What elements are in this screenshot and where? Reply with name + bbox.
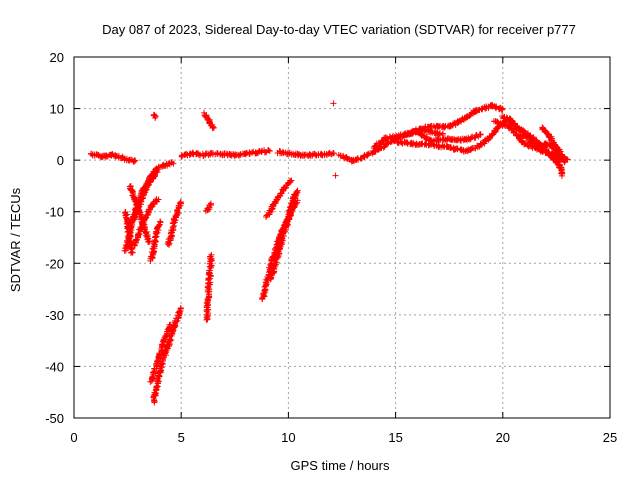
data-point [561, 159, 568, 166]
data-point [288, 177, 295, 184]
y-tick-label: 0 [57, 153, 64, 168]
data-point [155, 196, 162, 203]
data-point [558, 172, 565, 179]
y-tick-label: 10 [50, 102, 64, 117]
data-points [88, 100, 571, 406]
data-point [154, 376, 161, 383]
data-point [152, 114, 159, 121]
data-point [436, 131, 443, 138]
data-point [475, 106, 482, 113]
data-point [454, 145, 461, 152]
tick-labels: 0 5 10 15 20 25 -50 -40 -30 -20 -10 0 10 20 [45, 50, 617, 445]
y-tick-label: -40 [45, 359, 64, 374]
data-point [209, 125, 216, 132]
plot-frame [73, 56, 611, 419]
data-point [177, 304, 184, 311]
data-point [145, 239, 152, 246]
data-point [128, 248, 135, 255]
data-point [477, 131, 484, 138]
data-point [127, 249, 134, 256]
data-point [170, 160, 177, 167]
y-axis-label: SDTVAR / TECUs [8, 187, 23, 292]
data-point [280, 148, 287, 155]
data-point [167, 321, 174, 328]
y-tick-label: -30 [45, 308, 64, 323]
data-point [265, 147, 272, 154]
data-point [177, 198, 184, 205]
data-point [553, 160, 560, 167]
x-tick-label: 5 [178, 430, 185, 445]
data-point [332, 172, 339, 179]
y-tick-label: -10 [45, 205, 64, 220]
data-point [294, 187, 301, 194]
data-point [266, 147, 273, 154]
data-point [270, 269, 277, 276]
x-tick-label: 20 [496, 430, 510, 445]
y-tick-label: -20 [45, 256, 64, 271]
data-point [157, 218, 164, 225]
data-point [132, 157, 139, 164]
data-point [547, 137, 554, 144]
data-point [293, 188, 300, 195]
x-tick-label: 10 [281, 430, 295, 445]
chart-title: Day 087 of 2023, Sidereal Day-to-day VTE… [102, 22, 576, 37]
data-point [227, 152, 234, 159]
y-tick-label: 20 [50, 50, 64, 65]
data-point [271, 249, 278, 256]
data-point [439, 130, 446, 137]
data-point [150, 369, 157, 376]
data-point [499, 105, 506, 112]
data-point [153, 167, 160, 174]
data-point [151, 112, 158, 119]
data-point [330, 100, 337, 107]
data-point [294, 197, 301, 204]
data-point [126, 157, 133, 164]
x-tick-label: 25 [603, 430, 617, 445]
data-point [176, 309, 183, 316]
y-tick-label: -50 [45, 411, 64, 426]
data-point [151, 234, 158, 241]
data-point [512, 122, 519, 129]
data-point [207, 200, 214, 207]
x-tick-label: 0 [70, 430, 77, 445]
data-point [208, 251, 215, 258]
data-point [492, 104, 499, 111]
data-point [330, 150, 337, 157]
x-tick-label: 15 [388, 430, 402, 445]
data-point [197, 151, 204, 158]
tick-marks [73, 56, 611, 419]
data-point [112, 153, 119, 160]
data-point [174, 317, 181, 324]
data-point [558, 164, 565, 171]
x-axis-label: GPS time / hours [291, 458, 390, 473]
axes [73, 56, 611, 419]
data-point [441, 124, 448, 131]
